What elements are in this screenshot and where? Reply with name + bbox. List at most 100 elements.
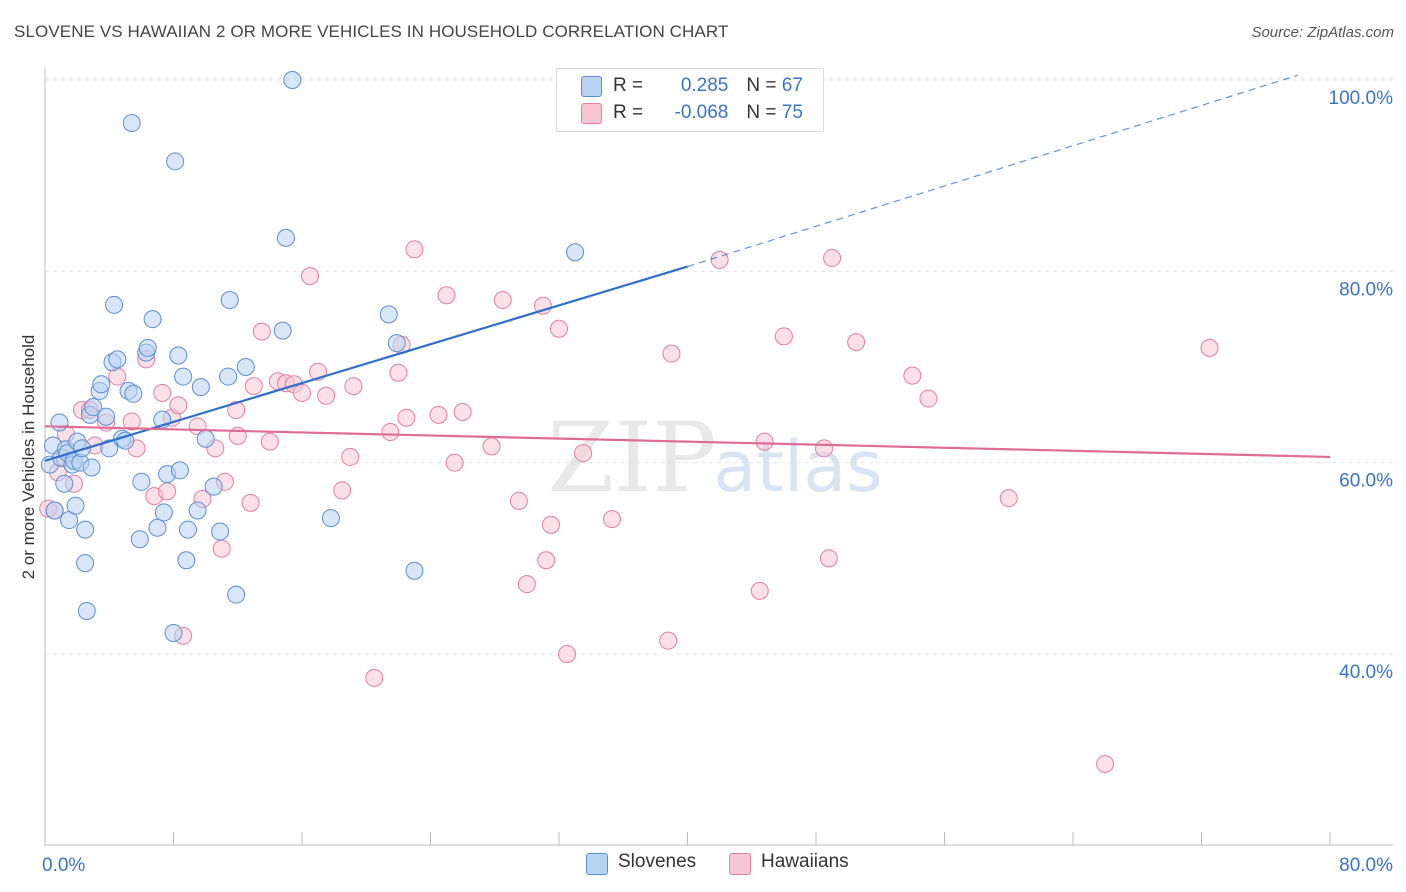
- slovenes-point: [169, 346, 188, 365]
- slovenes-point: [124, 384, 143, 403]
- slovenes-point: [276, 228, 295, 247]
- slovenes-legend-swatch: [586, 853, 608, 875]
- hawaiians-swatch: [581, 103, 602, 124]
- x-tick-label: 80.0%: [1339, 855, 1393, 876]
- slovenes-n-value: 67: [781, 75, 803, 96]
- trend-lines: [44, 74, 1331, 462]
- hawaiians-point: [774, 327, 793, 346]
- legend-text-slovenes: R = 0.285 N = 67: [613, 75, 803, 96]
- hawaiians-n-value: 75: [781, 102, 803, 123]
- hawaiians-point: [541, 515, 560, 534]
- slovenes-point: [116, 431, 135, 450]
- hawaiians-point: [260, 432, 279, 451]
- hawaiians-point: [344, 377, 363, 396]
- slovenes-point: [108, 350, 127, 369]
- hawaiians-point: [244, 377, 263, 396]
- hawaiians-point: [509, 491, 528, 510]
- y-tick-label: 100.0%: [1329, 88, 1394, 109]
- hawaiians-point: [1200, 338, 1219, 357]
- x-tick-label: 0.0%: [42, 855, 85, 876]
- hawaiians-point: [558, 645, 577, 663]
- slovenes-point: [174, 367, 193, 386]
- y-tick-label: 80.0%: [1339, 279, 1393, 300]
- slovenes-point: [105, 295, 124, 314]
- slovenes-point: [100, 439, 119, 458]
- slovenes-point: [379, 305, 398, 324]
- hawaiians-point: [815, 439, 834, 458]
- hawaiians-point: [603, 510, 622, 529]
- hawaiians-point: [847, 333, 866, 352]
- hawaiians-point: [659, 631, 678, 650]
- slovenes-point: [196, 429, 215, 448]
- hawaiians-point: [389, 363, 408, 382]
- slovenes-point: [166, 152, 185, 171]
- hawaiians-point: [662, 344, 681, 363]
- hawaiians-point: [333, 481, 352, 500]
- hawaiians-legend-label: Hawaiians: [761, 851, 849, 872]
- slovenes-point: [45, 501, 64, 520]
- watermark: ZIP atlas: [547, 402, 882, 514]
- hawaiians-point: [823, 248, 842, 267]
- slovenes-point: [164, 623, 183, 642]
- y-tick-label: 60.0%: [1339, 471, 1393, 492]
- slovenes-point: [148, 518, 167, 537]
- hawaiians-point: [227, 401, 246, 420]
- hawaiians-point: [445, 453, 464, 472]
- slovenes-point: [177, 551, 196, 570]
- slovenes-point: [188, 501, 207, 520]
- source-label: Source: ZipAtlas.com: [1251, 24, 1394, 41]
- slovenes-point: [138, 338, 157, 357]
- hawaiians-point: [574, 444, 593, 463]
- slovenes-point: [227, 585, 246, 604]
- hawaiians-point: [819, 549, 838, 568]
- slovenes-point: [321, 509, 340, 528]
- axes: [44, 68, 1393, 846]
- slovenes-point: [97, 407, 116, 426]
- slovenes-point: [77, 601, 96, 620]
- hawaiians-point: [437, 286, 456, 305]
- hawaiians-point: [381, 423, 400, 442]
- slovenes-point: [122, 114, 141, 133]
- slovenes-point: [220, 291, 239, 310]
- slovenes-point: [283, 71, 302, 89]
- slovenes-point: [132, 472, 151, 491]
- hawaiians-point: [550, 319, 568, 338]
- hawaiians-point: [341, 447, 360, 466]
- slovenes-point: [273, 321, 292, 340]
- y-tick-labels: 40.0% 60.0% 80.0% 100.0%: [1329, 88, 1394, 683]
- y-axis-label: 2 or more Vehicles in Household: [19, 335, 38, 580]
- hawaiians-point: [317, 386, 336, 405]
- slovenes-point: [50, 413, 69, 432]
- x-tick-labels: 0.0% 80.0%: [42, 855, 1393, 876]
- hawaiians-point: [293, 383, 311, 402]
- hawaiians-point: [517, 575, 536, 594]
- slovenes-point: [170, 461, 189, 480]
- slovenes-point: [130, 530, 149, 549]
- hawaiians-point: [482, 437, 501, 456]
- hawaiians-point: [122, 412, 141, 431]
- hawaiians-point: [999, 489, 1018, 508]
- chart-title: SLOVENE VS HAWAIIAN 2 OR MORE VEHICLES I…: [14, 22, 729, 41]
- slovenes-point: [154, 503, 173, 522]
- legend-text-hawaiians: R = -0.068 N = 75: [613, 102, 803, 123]
- slovenes-point: [66, 496, 85, 515]
- slovenes-point: [566, 243, 585, 262]
- hawaiians-point: [158, 482, 177, 501]
- slovenes-point: [236, 358, 255, 376]
- slovenes-point: [92, 375, 111, 394]
- slovenes-trend-extension: [687, 74, 1299, 268]
- hawaiians-point: [1096, 755, 1115, 774]
- hawaiians-point: [755, 432, 774, 451]
- slovenes-point: [178, 520, 197, 539]
- slovenes-point: [84, 398, 103, 417]
- hawaiians-point: [212, 539, 231, 558]
- slovenes-legend-label: Slovenes: [618, 851, 697, 872]
- hawaiians-point: [241, 493, 260, 512]
- hawaiians-r-value: -0.068: [674, 102, 729, 123]
- slovenes-point: [191, 378, 210, 397]
- slovenes-r-value: 0.285: [680, 75, 729, 96]
- y-tick-label: 40.0%: [1339, 662, 1393, 683]
- hawaiians-point: [903, 366, 922, 385]
- watermark-zip: ZIP: [547, 402, 716, 514]
